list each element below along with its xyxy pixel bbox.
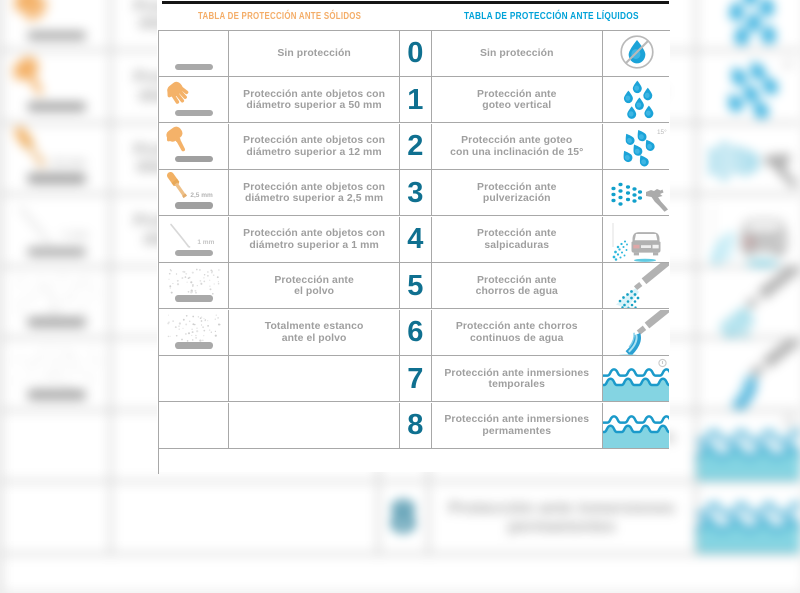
svg-text:15°: 15° — [657, 128, 667, 136]
svg-text:15°: 15° — [781, 60, 796, 71]
